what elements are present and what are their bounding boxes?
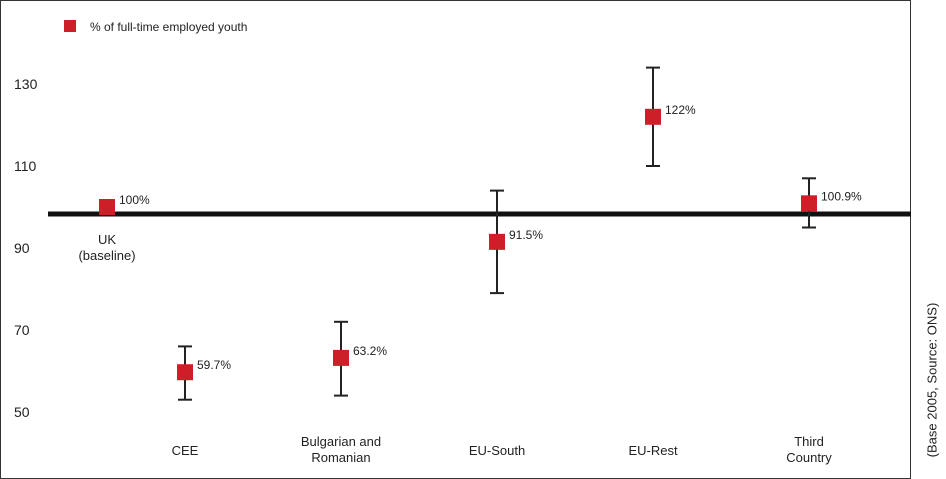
chart-border <box>0 0 911 479</box>
x-category-label: EU-Rest <box>628 443 678 458</box>
data-label: 100% <box>119 193 150 207</box>
legend: % of full-time employed youth <box>64 20 247 34</box>
y-tick-label: 50 <box>14 404 30 420</box>
legend-label: % of full-time employed youth <box>90 20 247 34</box>
y-axis-ticks: 50 70 90 110 130 <box>14 76 38 420</box>
x-category-label: CEE <box>172 443 199 458</box>
x-category-label: EU-South <box>469 443 525 458</box>
legend-marker <box>64 20 76 32</box>
data-point <box>99 199 115 215</box>
y-tick-label: 70 <box>14 322 30 338</box>
data-label: 122% <box>665 103 696 117</box>
y-tick-label: 130 <box>14 76 38 92</box>
data-label: 59.7% <box>197 358 231 372</box>
data-points <box>99 108 817 381</box>
data-point <box>645 108 661 125</box>
y-tick-label: 110 <box>14 158 37 174</box>
data-point <box>801 195 817 212</box>
x-category-label: Bulgarian and Romanian <box>301 434 381 465</box>
x-category-label: UK (baseline) <box>78 232 135 263</box>
source-note-text: (Base 2005, Source: ONS) <box>924 302 940 458</box>
y-tick-label: 90 <box>14 240 30 256</box>
x-axis-categories: UK (baseline) CEE Bulgarian and Romanian EU-S… <box>78 232 832 465</box>
data-point <box>489 233 505 250</box>
data-labels: 100% 59.7% 63.2% 91.5% 122% 100.9% <box>119 103 862 372</box>
data-label: 63.2% <box>353 344 387 358</box>
data-point <box>333 349 349 366</box>
data-label: 91.5% <box>509 228 543 242</box>
data-point <box>177 364 193 381</box>
source-note: (Base 2005, Source: ONS) <box>920 0 944 479</box>
x-category-label: Third Country <box>786 434 832 465</box>
data-label: 100.9% <box>821 189 862 203</box>
